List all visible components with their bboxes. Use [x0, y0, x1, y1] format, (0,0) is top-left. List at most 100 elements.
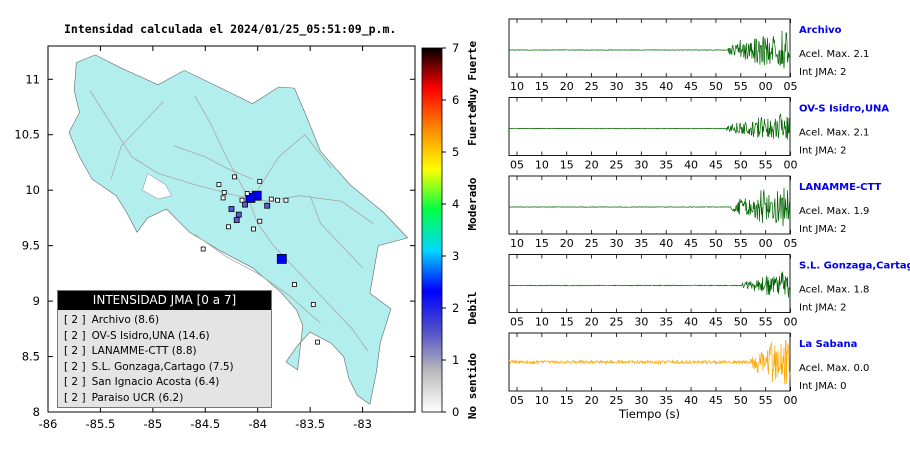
legend-item-level: [ 2 ] — [64, 360, 86, 373]
station-marker — [244, 191, 250, 196]
waveform-trace — [508, 187, 791, 227]
colorbar-category-label: Moderado — [466, 177, 479, 230]
station-marker — [235, 211, 242, 218]
station-marker — [245, 192, 256, 203]
waveform-tick-label: 45 — [684, 80, 698, 93]
max-acceleration-label: Acel. Max. 1.8 — [799, 285, 869, 296]
station-name-label: OV-S Isidro,UNA — [799, 104, 889, 115]
waveform-tick-label: 50 — [734, 316, 748, 329]
legend-item-level: [ 2 ] — [64, 345, 86, 357]
waveform-tick-label: 40 — [684, 159, 698, 172]
max-acceleration-label: Acel. Max. 1.9 — [799, 206, 869, 217]
waveform-panel: 10 15 20 25 30 35 40 45 50 55 00 05 LANAMME-CTT Acel.… — [508, 175, 881, 250]
station-marker — [315, 339, 320, 345]
waveform-panel: 10 15 20 25 30 35 40 45 50 55 00 05 Archivo Acel. Max… — [508, 18, 869, 93]
waveform-tick-label: 20 — [585, 159, 599, 172]
waveform-tick-label: 50 — [709, 237, 723, 250]
max-acceleration-label: Acel. Max. 2.1 — [799, 49, 869, 60]
y-tick-label: 9.5 — [22, 239, 40, 253]
waveform-x-axis-label: Tiempo (s) — [618, 407, 680, 421]
waveform-frame — [508, 254, 791, 313]
y-tick-label: 10.5 — [14, 128, 40, 142]
road-line — [110, 101, 164, 180]
station-name-label: LANAMME-CTT — [799, 182, 881, 193]
legend-item-name: S.L. Gonzaga,Cartago (7.5) — [91, 360, 234, 373]
map-plot-area — [68, 54, 409, 405]
waveform-tick-label: 45 — [709, 316, 723, 329]
legend-item: [ 2 ] LANAMME-CTT (8.8) — [58, 344, 271, 360]
waveform-tick-label: 35 — [659, 316, 673, 329]
colorbar-tick-label: 0 — [452, 405, 459, 419]
waveform-tick-label: 20 — [560, 80, 574, 93]
colorbar-category-label: No sentido — [466, 353, 479, 420]
gulf-of-nicoya — [142, 173, 173, 200]
station-marker — [257, 178, 263, 184]
colorbar-tick-label: 2 — [452, 301, 459, 315]
waveform-tick-label: 30 — [609, 237, 623, 250]
x-tick-label: -83 — [353, 417, 372, 431]
colorbar-tick-label: 7 — [452, 41, 459, 55]
station-marker — [275, 197, 281, 203]
station-marker — [216, 182, 222, 188]
y-tick-label: 11 — [25, 72, 40, 86]
waveform-tick-label: 15 — [560, 394, 574, 407]
waveform-tick-label: 55 — [759, 159, 773, 172]
x-tick-label: -85.5 — [86, 417, 116, 431]
station-marker — [276, 253, 287, 264]
waveform-tick-label: 35 — [634, 237, 648, 250]
station-marker — [283, 197, 289, 203]
station-name-label: La Sabana — [799, 339, 857, 350]
station-marker — [251, 226, 256, 232]
legend-item: [ 2 ] OV-S Isidro,UNA (14.6) — [58, 329, 271, 345]
waveform-tick-label: 25 — [609, 316, 623, 329]
waveform-tick-label: 00 — [759, 80, 773, 93]
waveform-tick-label: 10 — [535, 394, 549, 407]
station-marker — [268, 196, 274, 202]
costa-rica-landmass — [68, 54, 409, 405]
station-marker — [221, 189, 227, 195]
waveform-frame — [508, 97, 791, 156]
waveform-tick-label: 10 — [510, 80, 524, 93]
station-marker — [200, 246, 206, 252]
waveform-tick-label: 10 — [510, 237, 524, 250]
road-line — [246, 195, 369, 352]
jma-intensity-label: Int JMA: 2 — [799, 67, 847, 78]
station-name-label: S.L. Gonzaga,Cartago — [799, 261, 910, 272]
legend-item: [ 2 ] San Ignacio Acosta (6.4) — [58, 375, 271, 391]
waveform-tick-label: 10 — [535, 316, 549, 329]
waveform-tick-label: 10 — [535, 159, 549, 172]
station-marker — [225, 224, 231, 230]
waveform-tick-label: 30 — [634, 159, 648, 172]
colorbar-tick-label: 5 — [452, 145, 459, 159]
waveform-tick-label: 30 — [634, 394, 648, 407]
legend-item: [ 2 ] S.L. Gonzaga,Cartago (7.5) — [58, 360, 271, 376]
waveform-trace — [508, 113, 791, 140]
waveform-tick-label: 50 — [709, 80, 723, 93]
waveform-tick-label: 20 — [585, 394, 599, 407]
jma-intensity-label: Int JMA: 2 — [799, 303, 847, 314]
waveform-tick-label: 45 — [684, 237, 698, 250]
y-tick-label: 9 — [33, 294, 40, 308]
waveform-tick-label: 35 — [634, 80, 648, 93]
waveform-tick-label: 00 — [784, 316, 798, 329]
legend-item: [ 2 ] Paraiso UCR (6.2) — [58, 391, 271, 407]
colorbar-tick-label: 4 — [452, 197, 459, 211]
x-tick-label: -86 — [39, 417, 58, 431]
waveform-tick-label: 25 — [609, 394, 623, 407]
waveform-tick-label: 00 — [784, 159, 798, 172]
colorbar — [421, 47, 443, 413]
legend-item-name: Paraiso UCR (6.2) — [91, 391, 184, 404]
waveform-tick-label: 55 — [734, 80, 748, 93]
waveform-tick-label: 30 — [634, 316, 648, 329]
y-tick-label: 8 — [33, 405, 40, 419]
waveform-tick-label: 15 — [535, 237, 549, 250]
waveform-tick-label: 50 — [734, 159, 748, 172]
waveform-tick-label: 00 — [784, 394, 798, 407]
station-marker — [257, 218, 263, 224]
waveform-tick-label: 45 — [709, 159, 723, 172]
y-tick-label: 8.5 — [22, 350, 40, 364]
waveform-tick-label: 05 — [510, 159, 524, 172]
waveform-tick-label: 20 — [560, 237, 574, 250]
station-marker — [233, 217, 240, 224]
map-frame — [47, 45, 416, 413]
